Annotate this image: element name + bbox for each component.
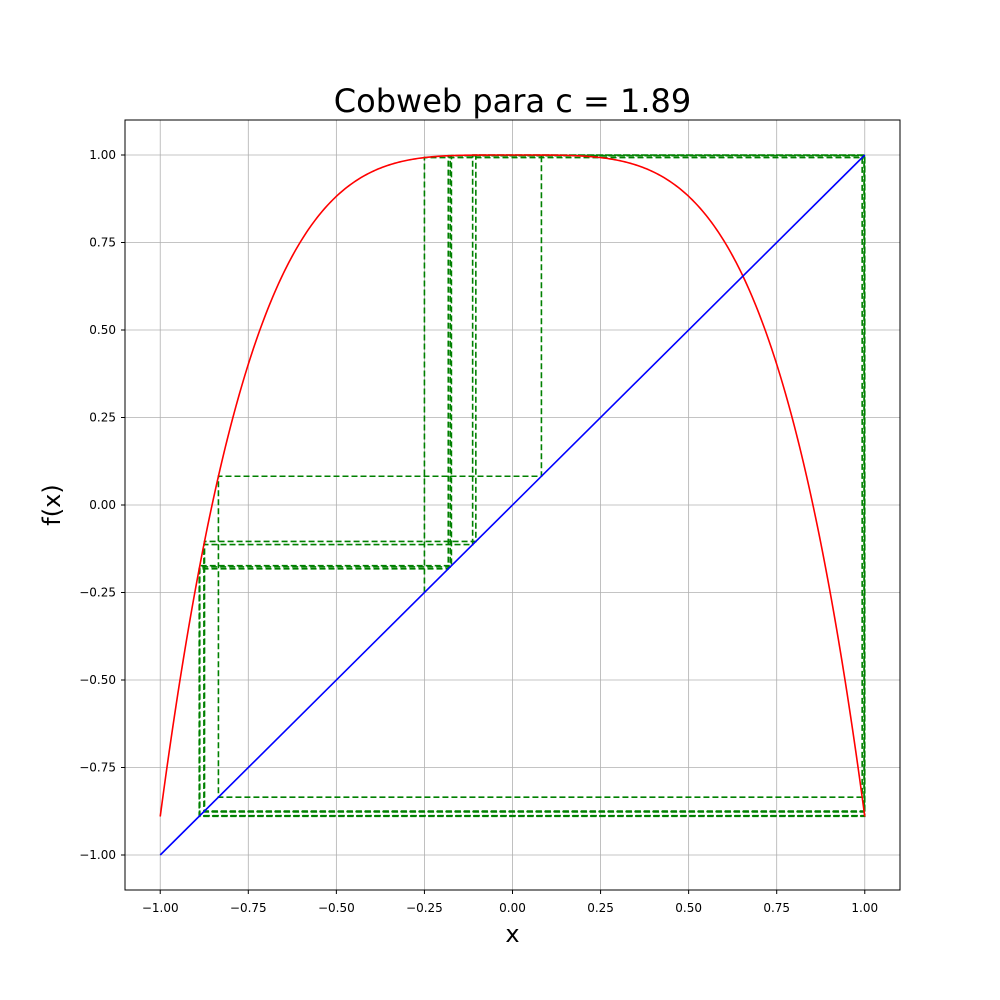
y-tick-label: −0.50	[79, 673, 116, 687]
y-tick-label: −0.75	[79, 761, 116, 775]
x-tick-label: 0.00	[499, 901, 526, 915]
y-tick-label: −1.00	[79, 848, 116, 862]
identity-line	[159, 154, 866, 856]
x-tick-label: −0.25	[406, 901, 443, 915]
y-tick-label: 0.25	[89, 411, 116, 425]
x-tick-label: 0.50	[675, 901, 702, 915]
x-tick-label: −0.50	[318, 901, 355, 915]
function-curve	[159, 154, 866, 817]
x-axis-label: x	[505, 920, 519, 948]
y-tick-label: 0.00	[89, 498, 116, 512]
y-tick-label: 1.00	[89, 148, 116, 162]
chart-title: Cobweb para c = 1.89	[334, 82, 691, 120]
y-tick-label: 0.75	[89, 236, 116, 250]
curves-group	[159, 154, 866, 856]
y-tick-label: −0.25	[79, 586, 116, 600]
x-tick-label: −1.00	[142, 901, 179, 915]
y-axis-label: f(x)	[38, 484, 66, 525]
x-tick-label: 1.00	[851, 901, 878, 915]
x-tick-label: 0.75	[763, 901, 790, 915]
y-tick-label: 0.50	[89, 323, 116, 337]
x-tick-label: −0.75	[230, 901, 267, 915]
x-tick-label: 0.25	[587, 901, 614, 915]
ticks-group: −1.00 −0.75 −0.50 −0.25 0.00 0.25 0.50 0.75 1.00…	[79, 148, 878, 915]
